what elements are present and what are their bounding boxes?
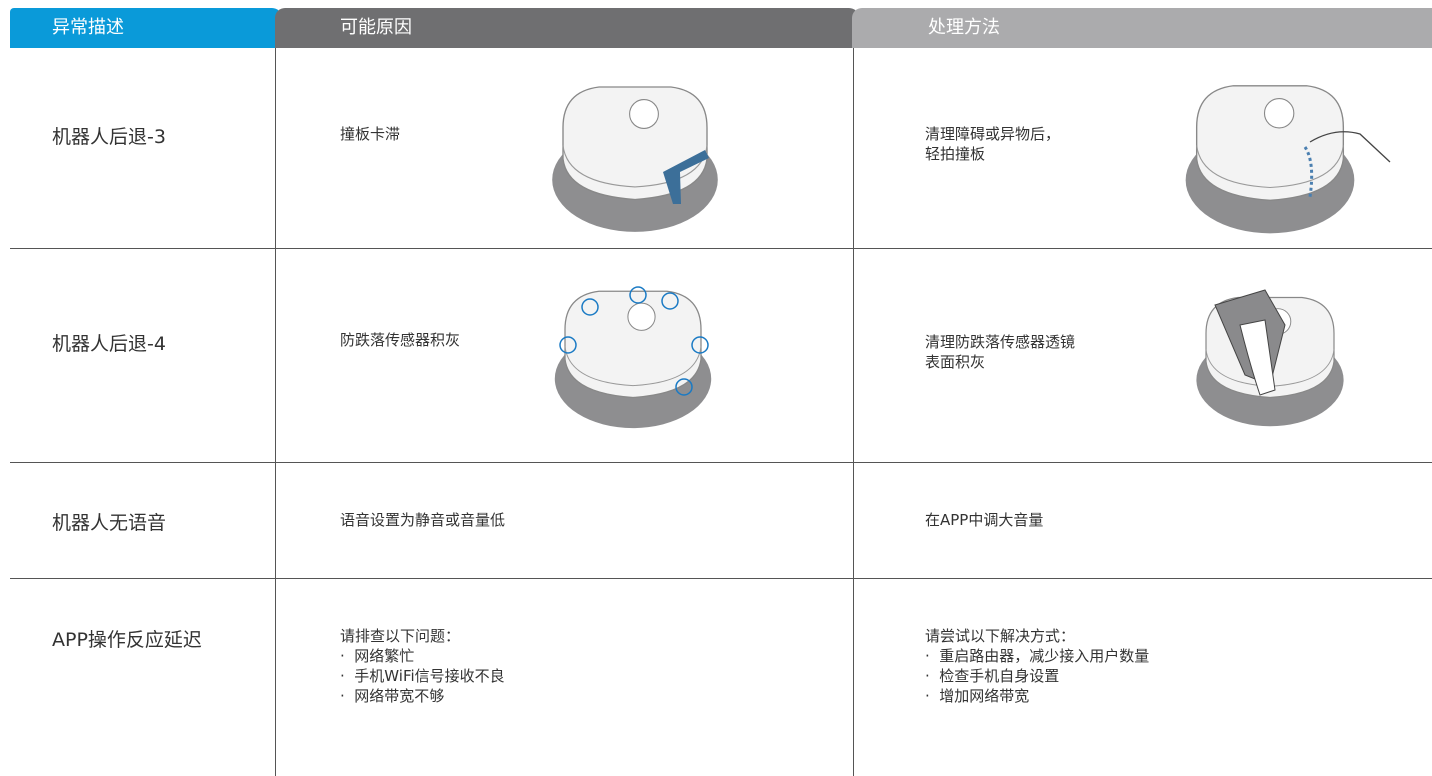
robot-illustration xyxy=(554,286,712,429)
text-line: 防跌落传感器积灰 xyxy=(340,331,461,349)
text-line: · 检查手机自身设置 xyxy=(925,667,1060,685)
header-tab: 处理方法 xyxy=(852,8,1432,48)
issue: APP操作反应延迟 xyxy=(52,629,202,651)
issue: 机器人后退-3 xyxy=(52,126,166,148)
robot-illustration xyxy=(1195,289,1345,428)
text-line: 清理障碍或异物后， xyxy=(925,125,1061,143)
row-divider xyxy=(10,578,1432,579)
text-line: · 增加网络带宽 xyxy=(925,687,1030,705)
text-line: 撞板卡滞 xyxy=(340,125,401,143)
solution: 清理障碍或异物后， 轻拍撞板 xyxy=(925,124,1060,164)
issue: 机器人后退-4 xyxy=(52,333,166,355)
text-line: 请排查以下问题： xyxy=(340,627,461,645)
column-divider xyxy=(853,48,854,776)
solution: 请尝试以下解决方式： · 重启路由器，减少接入用户数量 · 检查手机自身设置 · 增加… xyxy=(925,626,1149,706)
text-line: · 重启路由器，减少接入用户数量 xyxy=(925,647,1150,665)
text-line: · 手机WiFi信号接收不良 xyxy=(340,667,505,685)
text-line: 清理防跌落传感器透镜 xyxy=(925,333,1076,351)
text-line: 请尝试以下解决方式： xyxy=(925,627,1076,645)
header-tab: 异常描述 xyxy=(10,8,282,48)
text-line: 在APP中调大音量 xyxy=(925,511,1044,529)
robot-illustration xyxy=(551,86,719,233)
row-divider xyxy=(10,248,1432,249)
text-line: · 网络带宽不够 xyxy=(340,687,445,705)
text-line: 轻拍撞板 xyxy=(925,145,986,163)
column-divider xyxy=(275,48,276,776)
text-line: 语音设置为静音或音量低 xyxy=(340,511,506,529)
text-line: · 网络繁忙 xyxy=(340,647,415,665)
cause: 请排查以下问题： · 网络繁忙 · 手机WiFi信号接收不良 · 网络带宽不够 xyxy=(340,626,505,706)
row-divider xyxy=(10,462,1432,463)
solution: 清理防跌落传感器透镜 表面积灰 xyxy=(925,332,1075,372)
cause: 防跌落传感器积灰 xyxy=(340,330,460,350)
cause: 语音设置为静音或音量低 xyxy=(340,510,505,530)
robot-illustration xyxy=(1184,85,1391,235)
solution: 在APP中调大音量 xyxy=(925,510,1043,530)
header-tab: 可能原因 xyxy=(275,8,859,48)
issue: 机器人无语音 xyxy=(52,512,167,534)
text-line: 表面积灰 xyxy=(925,353,986,371)
cause: 撞板卡滞 xyxy=(340,124,400,144)
